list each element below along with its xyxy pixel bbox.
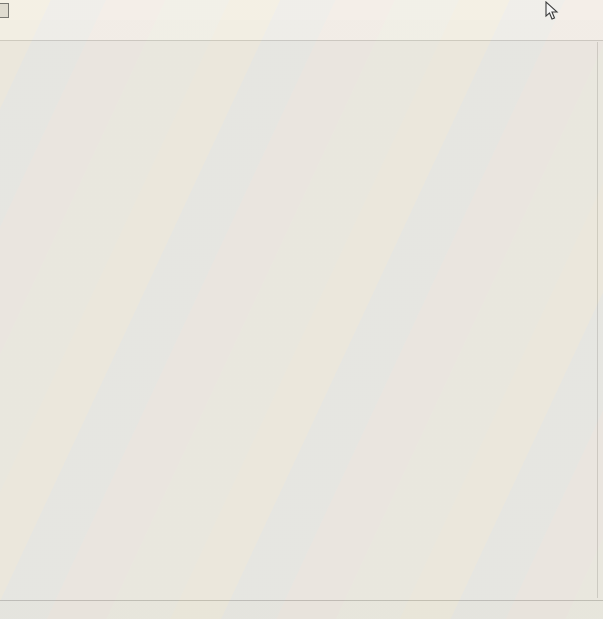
window-edge (597, 42, 598, 598)
status-bar (0, 600, 603, 619)
title-bar (0, 0, 603, 20)
mouse-cursor-icon (545, 1, 559, 20)
menu-bar (0, 20, 603, 41)
app-icon (0, 3, 9, 18)
